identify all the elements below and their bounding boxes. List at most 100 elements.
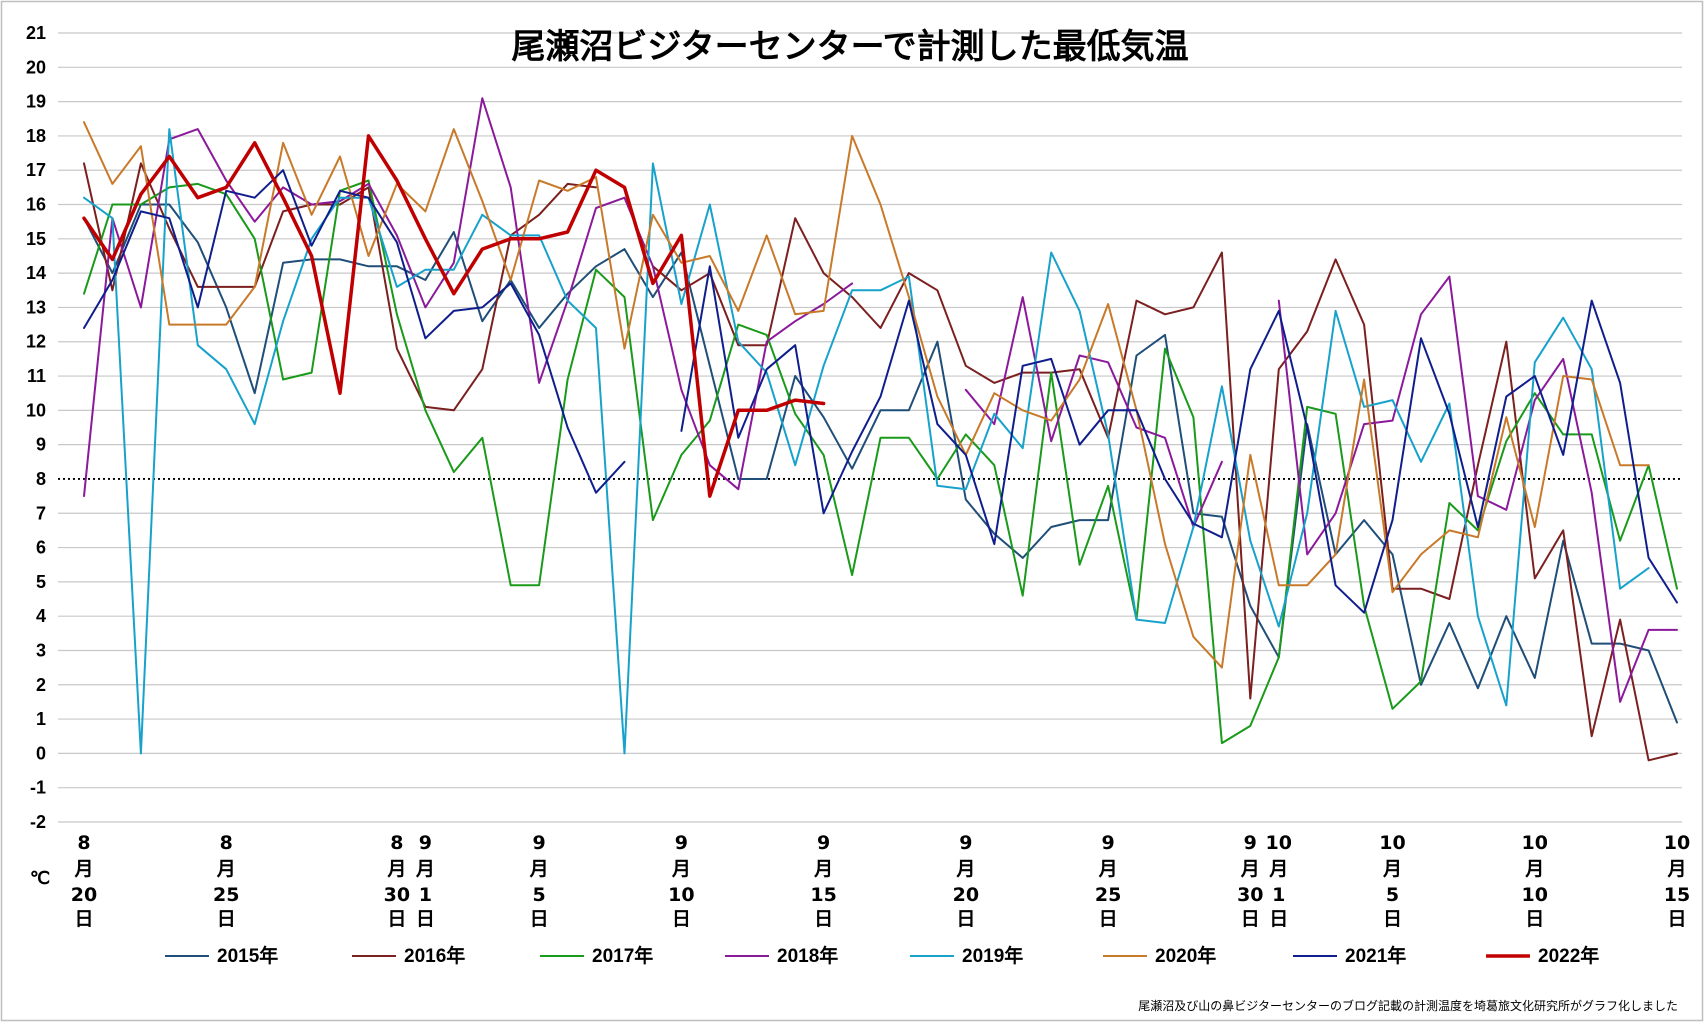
- x-tick-label: 月: [1098, 858, 1118, 880]
- legend-label: 2015年: [217, 944, 278, 967]
- x-tick-label: 月: [1666, 858, 1686, 880]
- y-tick-label: 14: [26, 263, 46, 283]
- y-tick-label: 19: [26, 92, 46, 112]
- x-tick-label: 9: [1244, 832, 1257, 854]
- legend: 2015年 2016年 2017年 2018年 2019年 2020年 2021年 2022年: [165, 944, 1599, 967]
- x-tick-label: 月: [955, 858, 975, 880]
- series-line-2021年: [680, 265, 1678, 614]
- x-tick-label: 日: [416, 908, 435, 930]
- x-tick-label: 日: [217, 908, 236, 930]
- x-tick-label: 日: [1241, 908, 1260, 930]
- x-tick-label: 9: [533, 832, 546, 854]
- x-tick-label: 15: [810, 884, 836, 906]
- x-tick-label: 日: [74, 908, 93, 930]
- y-tick-label: 13: [26, 297, 46, 317]
- x-tick-label: 20: [953, 884, 979, 906]
- legend-label: 2020年: [1155, 944, 1216, 967]
- y-tick-label: -1: [30, 778, 46, 798]
- x-tick-label: 月: [529, 858, 549, 880]
- series-line-2022年: [82, 134, 826, 498]
- x-tick-label: 月: [671, 858, 691, 880]
- legend-label: 2017年: [592, 944, 653, 967]
- series-line-2015年: [83, 203, 1678, 724]
- x-tick-label: 8: [390, 832, 403, 854]
- y-tick-label: 12: [26, 332, 46, 352]
- y-tick-label: 15: [26, 229, 46, 249]
- y-tick-label: 3: [36, 640, 46, 660]
- x-tick-label: 日: [672, 908, 691, 930]
- x-tick-label: 日: [1525, 908, 1544, 930]
- x-tick-label: 10: [1522, 884, 1548, 906]
- x-tick-label: 9: [959, 832, 972, 854]
- x-tick-label: 5: [1386, 884, 1399, 906]
- legend-label: 2022年: [1538, 944, 1599, 967]
- x-tick-label: 月: [1268, 858, 1288, 880]
- y-tick-label: 18: [26, 126, 46, 146]
- series-lines: [82, 97, 1678, 762]
- x-tick-label: 9: [1101, 832, 1114, 854]
- x-tick-label: 5: [533, 884, 546, 906]
- y-tick-label: 7: [36, 503, 46, 523]
- x-tick-label: 10: [1664, 832, 1690, 854]
- x-tick-label: 10: [1379, 832, 1405, 854]
- y-tick-label: 21: [26, 23, 46, 43]
- x-tick-label: 月: [1382, 858, 1402, 880]
- y-tick-label: 5: [36, 572, 46, 592]
- x-tick-label: 日: [387, 908, 406, 930]
- series-line-2018年: [83, 97, 854, 498]
- legend-label: 2021年: [1345, 944, 1406, 967]
- x-tick-label: 月: [216, 858, 236, 880]
- x-tick-label: 月: [1524, 858, 1544, 880]
- x-tick-label: 10: [668, 884, 694, 906]
- x-tick-label: 月: [813, 858, 833, 880]
- y-tick-label: 16: [26, 195, 46, 215]
- x-tick-label: 日: [1269, 908, 1288, 930]
- y-tick-label: 9: [36, 435, 46, 455]
- x-tick-label: 月: [73, 858, 93, 880]
- x-tick-label: 1: [419, 884, 432, 906]
- y-tick-label: 8: [36, 469, 46, 489]
- y-tick-label: 11: [27, 366, 46, 386]
- x-tick-label: 9: [817, 832, 830, 854]
- x-tick-label: 日: [1099, 908, 1118, 930]
- series-line-2021年: [83, 169, 626, 494]
- series-line-2018年: [1277, 275, 1678, 703]
- series-line-2020年: [83, 121, 1650, 669]
- x-tick-label: 9: [419, 832, 432, 854]
- y-tick-label: 0: [36, 743, 46, 763]
- x-tick-label: 30: [384, 884, 410, 906]
- legend-label: 2019年: [962, 944, 1023, 967]
- y-tick-label: -2: [30, 812, 46, 832]
- y-tick-label: 2: [36, 675, 46, 695]
- x-tick-label: 8: [77, 832, 90, 854]
- x-tick-label: 30: [1237, 884, 1263, 906]
- y-tick-label: 4: [36, 606, 46, 626]
- x-tick-label: 9: [675, 832, 688, 854]
- series-line-2016年: [651, 217, 1678, 762]
- y-axis-unit: ℃: [30, 868, 50, 888]
- x-tick-label: 日: [530, 908, 549, 930]
- x-axis-labels: 8月20日8月25日8月30日9月1日9月5日9月10日9月15日9月20日9月…: [71, 832, 1690, 930]
- y-tick-label: 17: [26, 160, 46, 180]
- x-tick-label: 10: [1266, 832, 1292, 854]
- legend-label: 2016年: [404, 944, 465, 967]
- y-tick-label: 20: [26, 57, 46, 77]
- x-tick-label: 日: [956, 908, 975, 930]
- x-tick-label: 月: [386, 858, 406, 880]
- series-line-2019年: [83, 128, 1650, 755]
- legend-label: 2018年: [777, 944, 838, 967]
- x-tick-label: 日: [1383, 908, 1402, 930]
- chart-title: 尾瀬沼ビジターセンターで計測した最低気温: [511, 27, 1188, 67]
- x-tick-label: 1: [1272, 884, 1285, 906]
- y-tick-label: 6: [36, 538, 46, 558]
- series-line-2018年: [964, 296, 1223, 528]
- x-tick-label: 月: [1240, 858, 1260, 880]
- x-tick-label: 8: [220, 832, 233, 854]
- x-tick-label: 日: [1667, 908, 1686, 930]
- y-tick-label: 1: [36, 709, 46, 729]
- y-tick-label: 10: [26, 400, 46, 420]
- x-tick-label: 日: [814, 908, 833, 930]
